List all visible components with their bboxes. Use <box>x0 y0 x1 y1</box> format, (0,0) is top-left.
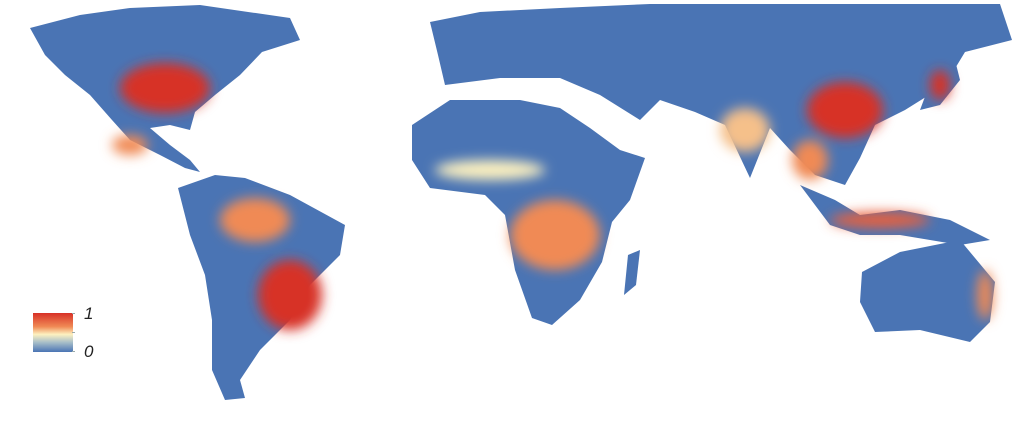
landmasses <box>30 4 1012 400</box>
hotspot-southeast-asia <box>792 140 828 180</box>
hotspot-central-africa <box>510 200 600 270</box>
hotspot-china <box>807 82 883 138</box>
australia <box>860 240 995 342</box>
legend-tick-min <box>72 351 75 352</box>
hotspot-east-australia <box>977 270 993 320</box>
hotspot-central-america <box>112 135 148 155</box>
hotspot-amazon <box>220 198 290 242</box>
legend-tick-max <box>72 313 75 314</box>
hotspot-west-africa <box>435 160 545 180</box>
hotspot-southeast-us <box>120 63 210 113</box>
legend-max-label: 1 <box>84 304 94 323</box>
legend-tick-mid <box>72 332 75 333</box>
legend-gradient <box>33 313 73 352</box>
hotspot-indonesia <box>830 212 930 228</box>
high-value-regions <box>112 63 993 330</box>
legend-min-label: 0 <box>84 342 94 361</box>
madagascar <box>624 250 640 295</box>
hotspot-south-brazil <box>258 260 322 330</box>
hotspot-japan <box>930 70 950 100</box>
hotspot-india <box>720 108 770 152</box>
eurasia <box>430 4 1012 185</box>
